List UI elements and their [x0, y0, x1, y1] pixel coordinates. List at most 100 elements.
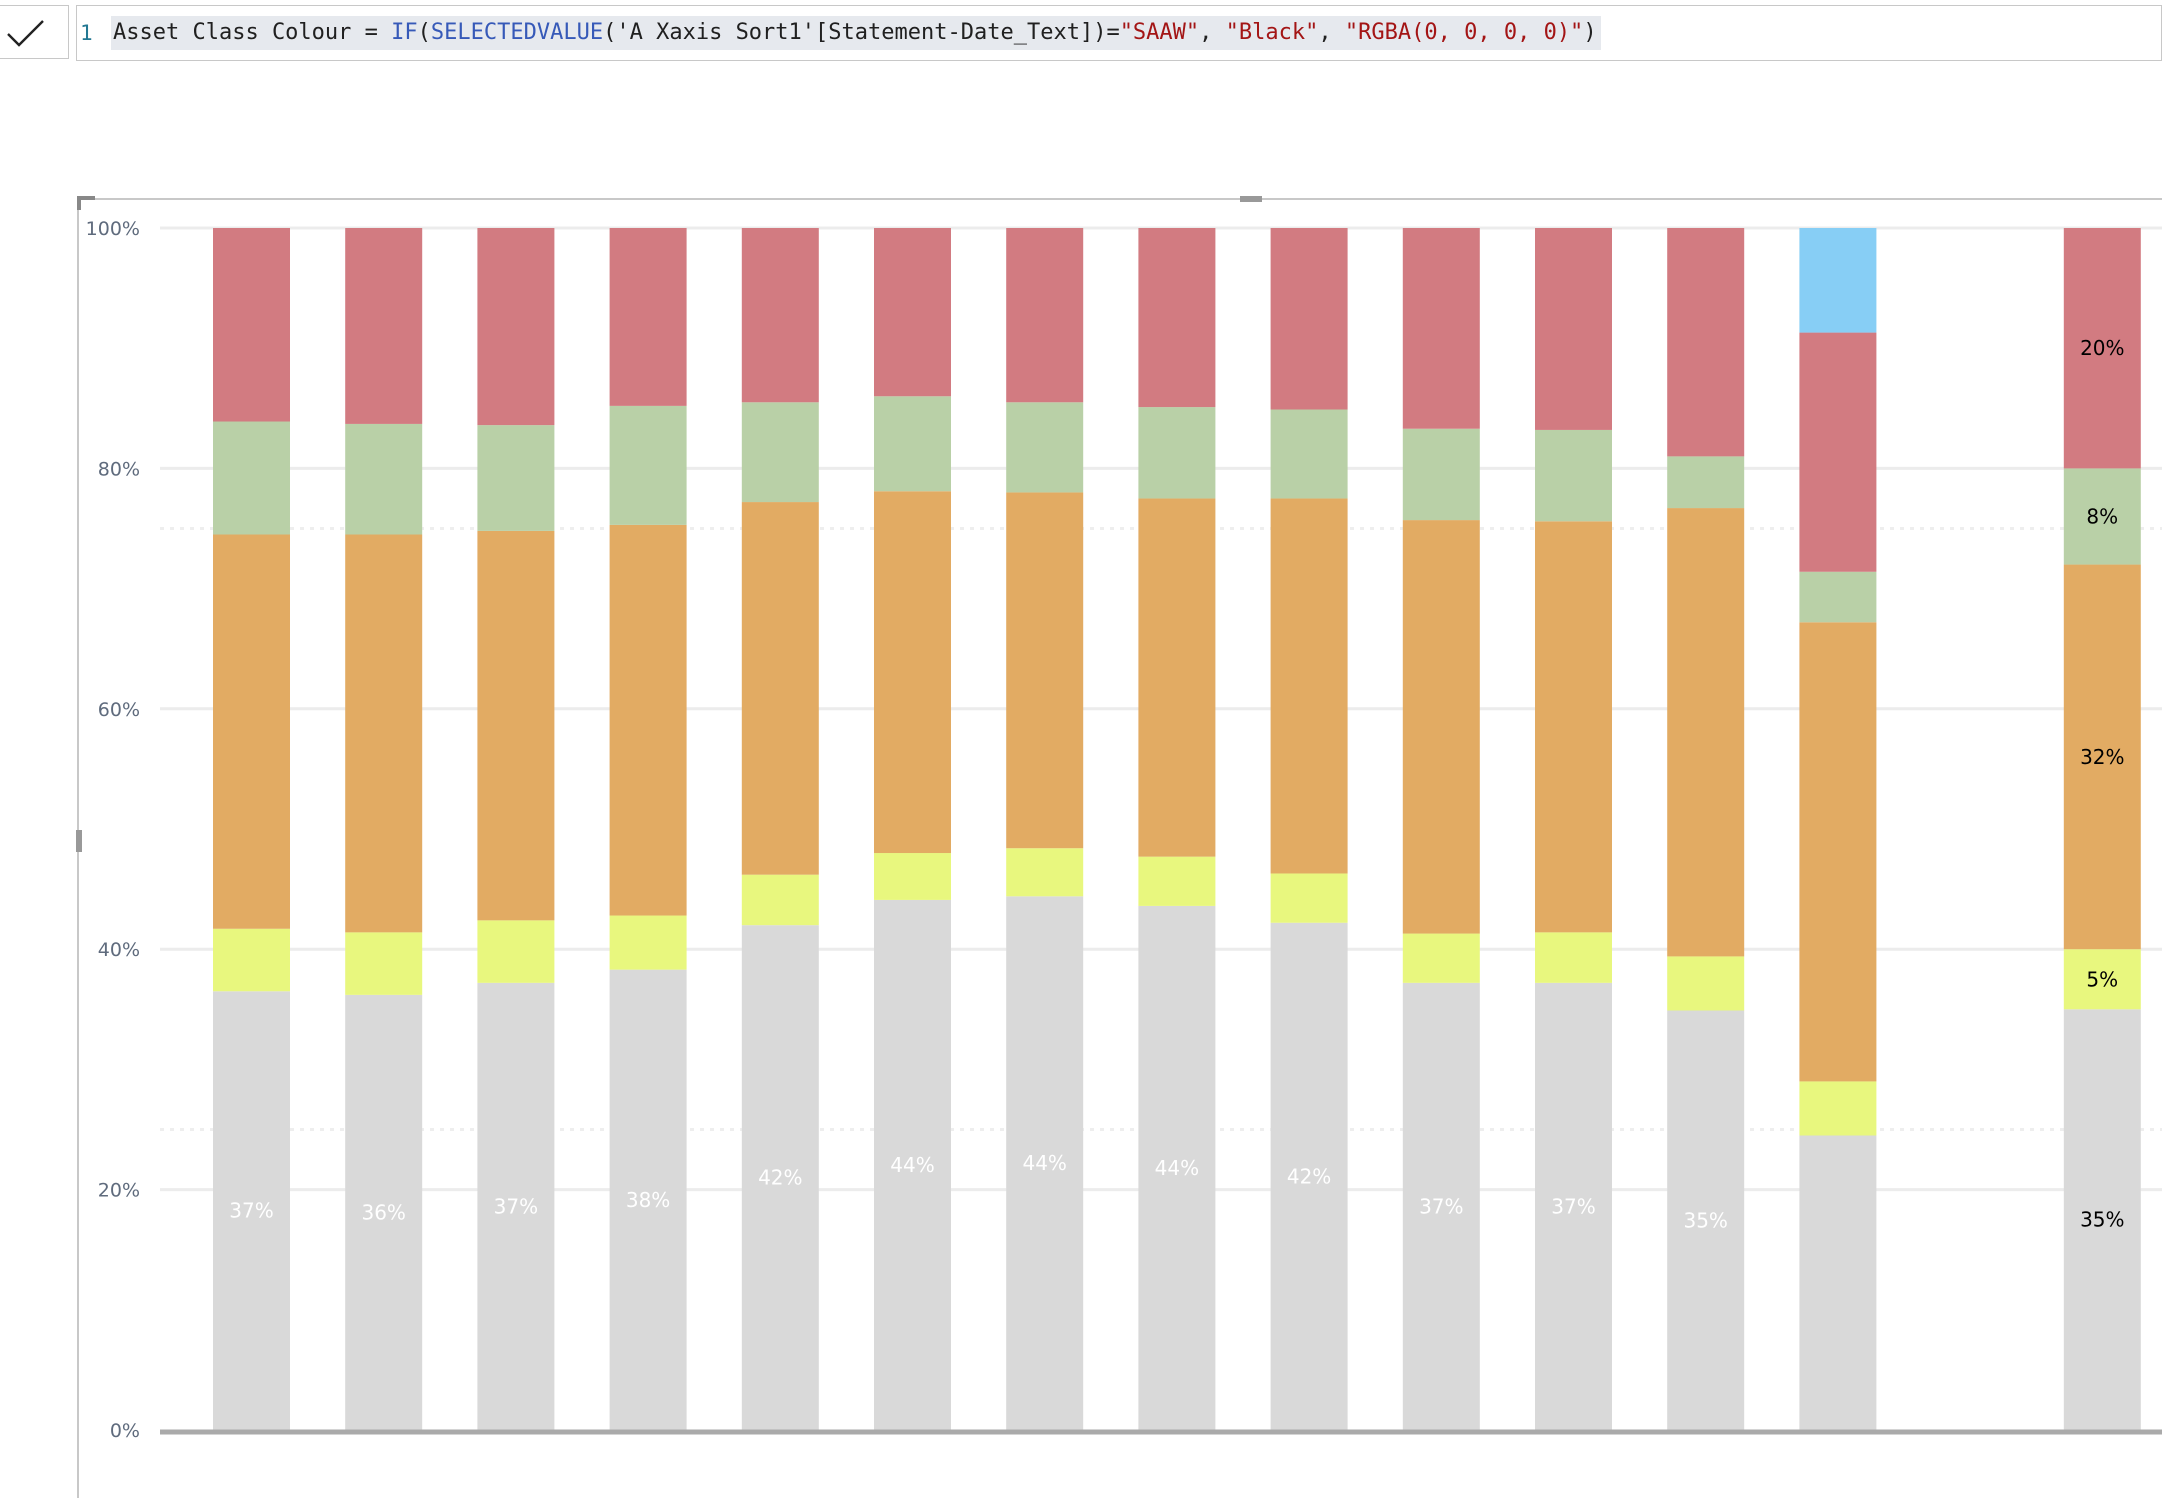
bar-segment-green [1535, 429, 1612, 522]
bar-segment-red [1006, 228, 1084, 403]
bar-data-label: 44% [1155, 1156, 1199, 1180]
bar-segment-yellow [874, 853, 951, 900]
bar-segment-grey [1799, 1135, 1877, 1430]
if-function: IF [391, 20, 418, 45]
bar-segment-red [609, 228, 687, 406]
formula-code-line[interactable]: Asset Class Colour = IF(SELECTEDVALUE('A… [111, 16, 1601, 50]
measure-name: Asset Class Colour [113, 20, 352, 45]
bar-segment-green [1799, 571, 1877, 623]
bar-segment-orange [874, 491, 951, 854]
string-saaw: "SAAW" [1119, 20, 1200, 45]
bar-segment-green [1402, 428, 1480, 521]
bar-segment-yellow [213, 928, 290, 992]
bar-segment-red [741, 228, 819, 403]
bar-segment-grey [874, 899, 951, 1430]
bar-segment-green [345, 423, 423, 535]
bar-segment-red [874, 228, 951, 397]
bar-segment-grey [345, 994, 423, 1430]
bar-segment-red [1402, 228, 1480, 429]
resize-top-handle[interactable] [1240, 196, 1262, 202]
bar-segment-yellow [345, 932, 423, 995]
bar-segment-orange [1138, 498, 1216, 857]
string-black: "Black" [1225, 20, 1319, 45]
bar-segment-green [477, 425, 555, 531]
bar-segment-orange [609, 524, 687, 916]
selectedvalue-function: SELECTEDVALUE [430, 20, 604, 45]
bar-segment-yellow [1799, 1081, 1877, 1136]
segment-label: 8% [2086, 504, 2118, 528]
bar-data-label: 44% [1022, 1151, 1066, 1175]
bar-segment-grey [1667, 1010, 1745, 1430]
bar-segment-yellow [2063, 949, 2141, 1010]
bar-segment-orange [1799, 622, 1877, 1082]
bar-segment-red [1535, 228, 1612, 430]
bar-segment-green [1006, 402, 1084, 493]
y-tick-label: 60% [98, 699, 140, 721]
chart-visual[interactable]: 0% 20% 40% 60% 80% 100% 37% 36% 37% 38% 42% 44% 44% 4… [0, 190, 2162, 1498]
bar-segment-grey [609, 969, 687, 1430]
bar-segment-red [1667, 228, 1745, 457]
bar-segment-yellow [477, 920, 555, 983]
bar-segment-grey [1270, 922, 1348, 1430]
bar-segment-grey [1138, 905, 1216, 1430]
bar-segment-red [1270, 228, 1348, 410]
bar-segment-grey [2063, 1009, 2141, 1430]
bar-segment-yellow [1270, 873, 1348, 923]
bar-segment-red [1799, 332, 1877, 572]
bar-data-label: 44% [890, 1153, 934, 1177]
bar-segment-green [1270, 409, 1348, 499]
bar-segment-green [874, 396, 951, 492]
bar-segment-green [609, 405, 687, 525]
bar-segment-red [477, 228, 555, 426]
bar-data-label: 37% [1419, 1194, 1463, 1218]
bar-segment-grey [741, 925, 819, 1430]
column-reference: 'A Xaxis Sort1'[Statement-Date_Text] [616, 20, 1094, 45]
bar-data-label: 36% [361, 1200, 405, 1224]
bar-segment-grey [1402, 982, 1480, 1430]
bar-segment-green [213, 421, 290, 535]
bar-segment-orange [1667, 508, 1745, 957]
y-tick-label: 40% [98, 939, 140, 961]
bar-segment-grey [213, 991, 290, 1430]
formula-editor[interactable]: 1 Asset Class Colour = IF(SELECTEDVALUE(… [76, 5, 2162, 61]
bar-segment-yellow [609, 915, 687, 970]
bar-segment-red [2063, 228, 2141, 469]
bar-segment-grey [477, 982, 555, 1430]
bar-data-label: 35% [1683, 1208, 1727, 1232]
bar-segment-orange [1270, 498, 1348, 874]
bar-segment-red [1138, 228, 1216, 408]
bar-segment-red [345, 228, 423, 424]
bar-segment-green [1667, 456, 1745, 509]
y-tick-label: 80% [98, 458, 140, 480]
commit-button[interactable] [0, 5, 69, 59]
bar-data-label: 37% [1551, 1194, 1595, 1218]
bar-segment-orange [1535, 521, 1612, 933]
bar-segment-yellow [1006, 848, 1084, 897]
bar-segment-yellow [1667, 956, 1745, 1011]
bar-segment-orange [1006, 492, 1084, 849]
bar-data-label: 42% [1287, 1164, 1331, 1188]
bar-segment-orange [741, 502, 819, 875]
segment-label: 5% [2086, 967, 2118, 991]
stacked-column-chart: 0% 20% 40% 60% 80% 100% 37% 36% 37% 38% 42% 44% 44% 4… [86, 218, 2162, 1442]
bar-segment-orange [477, 530, 555, 921]
bar-segment-orange [1402, 520, 1480, 934]
bar-data-label: 38% [626, 1188, 670, 1212]
bar-segment-yellow [741, 874, 819, 926]
bar-data-label: 37% [494, 1194, 538, 1218]
resize-corner-handle[interactable] [77, 196, 95, 210]
y-tick-label: 20% [98, 1180, 140, 1202]
bar-segment-green [2063, 468, 2141, 565]
y-tick-label: 100% [86, 218, 140, 240]
bar-segment-green [1138, 407, 1216, 499]
bar-data-label: 37% [229, 1199, 273, 1223]
operator-equals: = [351, 20, 392, 45]
comparison-equals: = [1106, 20, 1120, 45]
bar-segment-blue [1799, 228, 1877, 333]
bar-segment-green [741, 402, 819, 503]
bar-segment-grey [1535, 982, 1612, 1430]
bar-segment-orange [213, 534, 290, 929]
resize-left-handle[interactable] [76, 830, 82, 852]
bar-segment-yellow [1138, 856, 1216, 906]
bar-segment-orange [2063, 564, 2141, 950]
